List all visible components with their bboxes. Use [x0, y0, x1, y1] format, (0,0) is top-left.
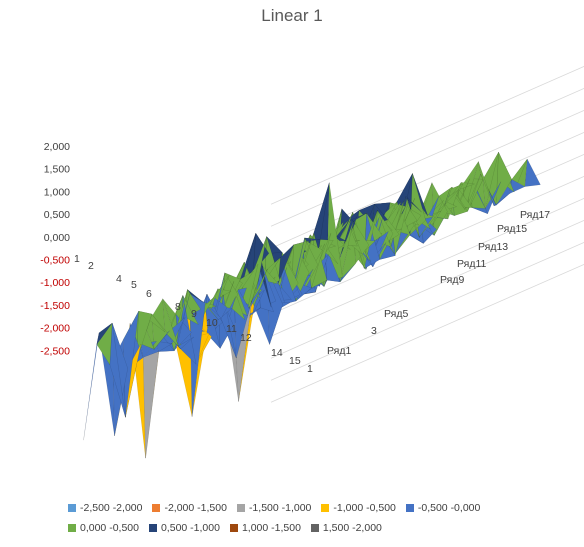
z-axis: 2,000 1,500 1,000 0,500 0,000 -0,500 -1,000 -1,… — [40, 141, 70, 357]
z-tick-label: -2,000 — [40, 323, 70, 335]
y-tick-label: Ряд11 — [457, 258, 487, 270]
x-tick-label: 1 — [74, 253, 80, 265]
surface-facet — [339, 263, 356, 282]
surface-facet — [493, 193, 510, 207]
legend-swatch — [152, 504, 161, 512]
gridline — [270, 66, 584, 205]
y-tick-label: Ряд1 — [327, 345, 351, 357]
x-tick-label: 14 — [271, 347, 283, 359]
gridline — [270, 220, 584, 359]
legend-swatch — [321, 504, 330, 512]
y-tick-label: Ряд15 — [497, 223, 527, 235]
surface-facet — [136, 310, 153, 362]
z-tick-label: -1,500 — [40, 300, 70, 312]
surface-facet — [496, 152, 512, 206]
legend-item: -1,000 -0,500 — [321, 502, 396, 514]
x-tick-label: 11 — [226, 323, 237, 335]
x-tick-label: 4 — [116, 273, 122, 285]
legend-label: 0,500 -1,000 — [160, 522, 220, 534]
z-tick-label: -2,500 — [40, 345, 70, 357]
gridline — [270, 242, 584, 381]
x-tick-label: 12 — [240, 332, 252, 344]
legend-swatch — [229, 524, 238, 532]
legend-label: -1,500 -1,000 — [248, 502, 312, 514]
legend-label: 1,000 -1,500 — [241, 522, 301, 534]
y-tick-label: Ряд17 — [520, 209, 550, 221]
x-tick-label: 9 — [191, 308, 197, 320]
x-tick-label: 1 — [307, 363, 313, 375]
legend-row: -2,500 -2,000 -2,000 -1,500 -1,500 -1,000 -… — [68, 502, 528, 514]
surface-facet — [96, 322, 113, 345]
legend-label: 1,500 -2,000 — [322, 522, 382, 534]
y-tick-label: 3 — [371, 325, 377, 337]
surface-facet — [392, 200, 409, 256]
y-tick-label: Ряд13 — [478, 241, 508, 253]
y-tick-label: Ряд5 — [384, 308, 408, 320]
legend-swatch — [405, 504, 414, 512]
legend: -2,500 -2,000 -2,000 -1,500 -1,500 -1,000 -… — [68, 502, 528, 542]
surface-facet — [156, 341, 173, 352]
z-tick-label: -1,000 — [40, 277, 70, 289]
surface-facet — [304, 237, 321, 242]
legend-swatch — [68, 524, 76, 532]
legend-item: 1,500 -2,000 — [310, 522, 382, 534]
legend-swatch — [236, 504, 245, 512]
surface-facet — [143, 351, 159, 459]
legend-item: -2,500 -2,000 — [68, 502, 142, 514]
x-tick-label: 8 — [175, 301, 181, 313]
surface-facet — [109, 323, 126, 418]
legend-item: 0,500 -1,000 — [148, 522, 220, 534]
chart-title: Linear 1 — [261, 6, 323, 25]
surface-facet — [485, 181, 502, 215]
legend-swatch — [68, 504, 76, 512]
z-tick-label: 1,000 — [44, 186, 70, 198]
legend-swatch — [310, 524, 319, 532]
z-tick-label: 0,000 — [44, 232, 70, 244]
gridline — [270, 264, 584, 403]
x-tick-label: 6 — [146, 288, 152, 300]
legend-item: -1,500 -1,000 — [236, 502, 312, 514]
legend-item: -2,000 -1,500 — [152, 502, 227, 514]
gridline — [270, 176, 584, 315]
surface-facet — [277, 244, 294, 284]
surface-facet — [405, 195, 422, 213]
z-tick-label: -0,500 — [40, 255, 70, 267]
x-tick-label: 10 — [206, 317, 218, 329]
legend-label: -0,500 -0,000 — [417, 502, 481, 514]
legend-item: -0,500 -0,000 — [405, 502, 481, 514]
y-tick-label: Ряд9 — [440, 274, 464, 286]
x-tick-label: 5 — [131, 279, 137, 291]
legend-swatch — [148, 524, 157, 532]
surface-facet — [162, 298, 179, 347]
legend-item: 0,000 -0,500 — [68, 522, 139, 534]
gridline — [270, 198, 584, 337]
legend-row: 0,000 -0,500 0,500 -1,000 1,000 -1,500 1,50… — [68, 522, 528, 534]
surface — [83, 152, 541, 459]
legend-label: 0,000 -0,500 — [80, 522, 139, 534]
surface-facet — [524, 158, 541, 187]
surface-facet — [177, 336, 194, 350]
z-tick-label: 0,500 — [44, 209, 70, 221]
legend-label: -2,000 -1,500 — [164, 502, 227, 514]
x-tick-label: 15 — [289, 355, 301, 367]
x-tick-label: 2 — [88, 260, 94, 272]
legend-label: -2,500 -2,000 — [80, 502, 143, 514]
legend-label: -1,000 -0,500 — [333, 502, 396, 514]
gridline — [270, 88, 584, 227]
surface-facet — [482, 152, 499, 209]
surface-facet — [478, 161, 495, 206]
z-tick-label: 2,000 — [44, 141, 70, 153]
legend-item: 1,000 -1,500 — [229, 522, 301, 534]
surface-facet — [83, 332, 100, 441]
z-tick-label: 1,500 — [44, 164, 70, 176]
